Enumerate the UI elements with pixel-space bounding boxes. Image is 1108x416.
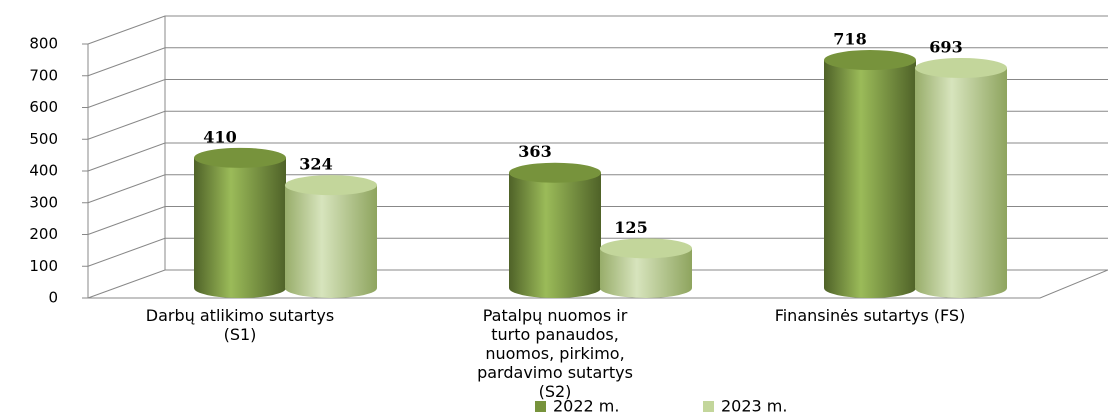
value-label: 363: [518, 142, 551, 161]
y-tick-label: 100: [29, 257, 58, 275]
bar: [600, 248, 692, 298]
legend-label: 2023 m.: [721, 397, 787, 416]
legend-label: 2022 m.: [553, 397, 619, 416]
y-tick-label: 0: [48, 289, 58, 307]
grid-line: [87, 174, 1108, 204]
bar: [915, 67, 1007, 298]
value-label: 125: [614, 218, 647, 237]
x-tick-label: Patalpų nuomos ir turto panaudos, nuomos…: [477, 306, 633, 401]
value-label: 410: [203, 127, 236, 146]
bar: [824, 60, 916, 298]
x-tick-label: Finansinės sutartys (FS): [774, 306, 966, 325]
bar: [194, 157, 286, 298]
grid-line: [87, 47, 1108, 77]
y-tick-label: 600: [29, 98, 58, 116]
bar: [285, 185, 377, 298]
grid-line: [87, 79, 1108, 108]
value-label: 324: [299, 155, 332, 174]
y-tick-label: 300: [29, 193, 58, 211]
bar-top: [600, 238, 692, 259]
value-label: 693: [929, 37, 962, 56]
y-tick-label: 800: [29, 35, 58, 53]
grid-line: [87, 237, 1108, 267]
bar-top: [285, 175, 377, 196]
bar-top: [509, 162, 601, 183]
value-label: 718: [833, 30, 866, 49]
grid-line: [87, 206, 1108, 235]
legend-swatch: [703, 401, 714, 412]
y-tick-label: 500: [29, 130, 58, 148]
floor: [88, 269, 1108, 299]
grid-line: [87, 142, 1108, 172]
legend-swatch: [535, 401, 546, 412]
bar-top: [194, 147, 286, 168]
y-tick-label: 200: [29, 225, 58, 243]
grid-line: [87, 269, 1108, 299]
y-tick-label: 700: [29, 66, 58, 84]
grid-line: [87, 15, 1108, 45]
bar-top: [915, 57, 1007, 78]
bar-top: [824, 50, 916, 71]
bar: [509, 172, 601, 298]
grid-line: [87, 110, 1108, 140]
x-tick-label: Darbų atlikimo sutartys (S1): [145, 306, 335, 344]
y-tick-label: 400: [29, 162, 58, 180]
